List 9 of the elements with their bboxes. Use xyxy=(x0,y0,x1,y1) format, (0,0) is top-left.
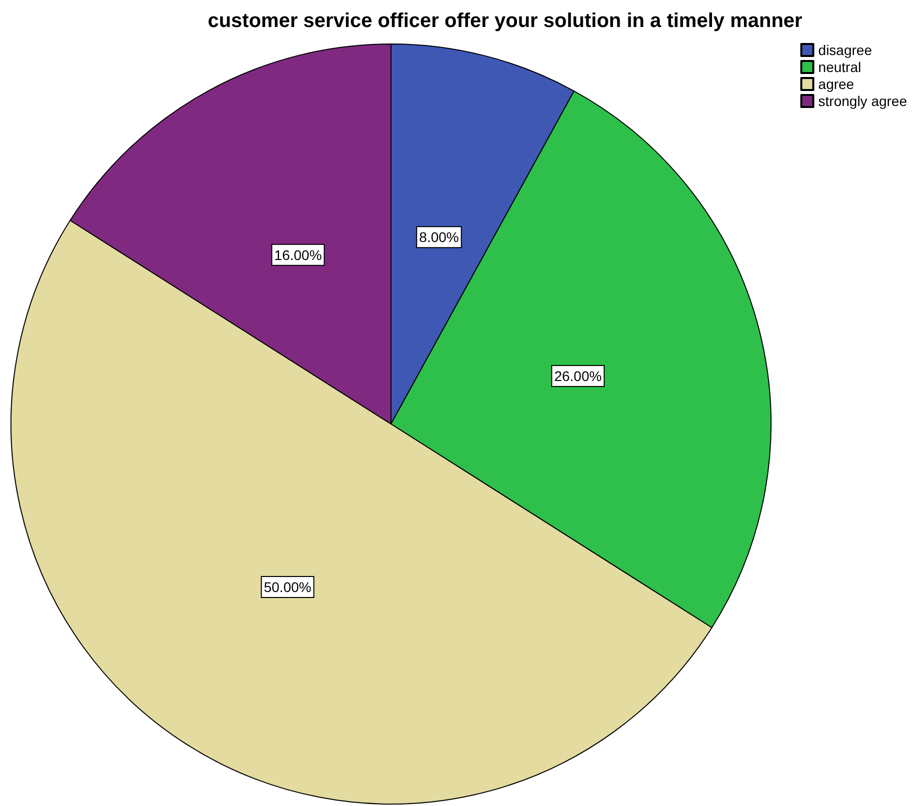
legend-label: strongly agree xyxy=(818,93,908,109)
data-label: 50.00% xyxy=(264,578,312,595)
chart-title: customer service officer offer your solution in a timely manner xyxy=(208,10,803,32)
data-label: 26.00% xyxy=(554,368,602,384)
data-label: 8.00% xyxy=(419,229,459,246)
legend-label: neutral xyxy=(818,59,862,75)
data-label: 16.00% xyxy=(274,246,322,263)
legend-label: disagree xyxy=(818,42,872,58)
legend-label: agree xyxy=(818,76,854,92)
